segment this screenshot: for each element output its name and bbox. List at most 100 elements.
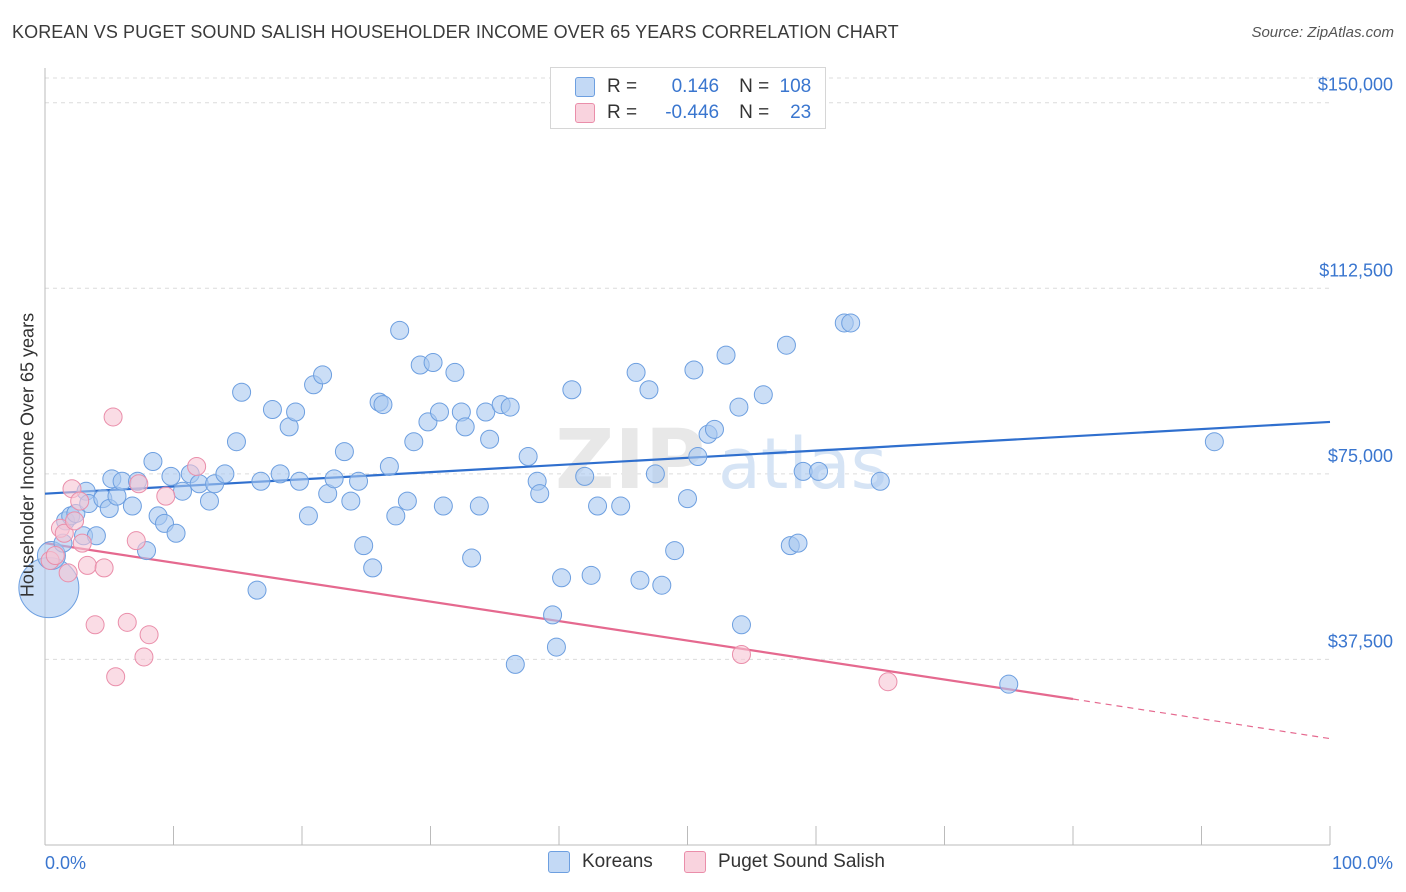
axes: [44, 68, 1331, 846]
korean-point: [480, 429, 500, 449]
korean-point: [1204, 432, 1224, 452]
korean-point: [334, 442, 354, 462]
y-tick-label: $112,500: [1319, 260, 1393, 280]
salish-point: [65, 511, 85, 531]
korean-point: [386, 506, 406, 526]
korean-point: [665, 541, 685, 561]
korean-point: [581, 565, 601, 585]
korean-point: [166, 523, 186, 543]
r-label: R =: [607, 102, 638, 123]
salish-point: [134, 647, 154, 667]
korean-point: [543, 605, 563, 625]
korean-point: [161, 466, 181, 486]
korean-point: [286, 402, 306, 422]
korean-point: [324, 469, 344, 489]
legend-item-salish: Puget Sound Salish: [684, 851, 885, 873]
korean-point: [476, 402, 496, 422]
korean-point: [776, 335, 796, 355]
y-tick-label: $37,500: [1328, 631, 1393, 651]
korean-point: [841, 313, 861, 333]
salish-point: [58, 563, 78, 583]
korean-point: [546, 637, 566, 657]
korean-point: [870, 471, 890, 491]
korean-point: [731, 615, 751, 635]
korean-point: [215, 464, 235, 484]
salish-point: [106, 667, 126, 687]
korean-point: [455, 417, 475, 437]
n-label: N =: [739, 76, 770, 97]
korean-point: [251, 471, 271, 491]
x-tick-labels: 0.0% 100.0%: [45, 853, 1393, 873]
salish-point: [731, 644, 751, 664]
legend-row-salish: R = -0.446 N = 23: [575, 101, 811, 125]
korean-point: [684, 360, 704, 380]
korean-point: [270, 464, 290, 484]
korean-point: [298, 506, 318, 526]
korean-point: [809, 461, 829, 481]
korean-point: [588, 496, 608, 516]
korean-point: [704, 419, 724, 439]
korean-point: [462, 548, 482, 568]
korean-point: [172, 481, 192, 501]
salish-point: [117, 612, 137, 632]
korean-point: [262, 400, 282, 420]
legend-row-koreans: R = 0.146 N = 108: [575, 75, 811, 99]
korean-point: [143, 452, 163, 471]
korean-point: [505, 654, 525, 674]
y-tick-labels: $37,500 $75,000 $112,500 $150,000: [1318, 75, 1393, 652]
korean-point: [678, 489, 697, 509]
salish-point: [54, 523, 74, 543]
korean-point: [313, 365, 333, 385]
salish-point: [77, 555, 97, 575]
korean-point: [247, 580, 267, 600]
korean-point: [500, 397, 520, 417]
korean-point: [518, 447, 538, 467]
salish-point: [129, 474, 149, 494]
korean-point: [390, 320, 410, 340]
korean-point: [788, 533, 808, 553]
korean-point: [226, 432, 246, 452]
salish-point: [187, 456, 207, 476]
chart-title: KOREAN VS PUGET SOUND SALISH HOUSEHOLDER…: [12, 22, 899, 42]
y-tick-label: $75,000: [1328, 446, 1393, 466]
korean-point: [630, 570, 650, 590]
korean-point: [232, 382, 252, 402]
koreans-swatch: [575, 77, 595, 97]
legend-item-koreans: Koreans: [548, 851, 653, 873]
korean-point: [199, 491, 219, 511]
r-label: R =: [607, 76, 638, 97]
salish-point: [45, 546, 65, 566]
koreans-legend-label: Koreans: [582, 851, 653, 872]
korean-point: [363, 558, 383, 578]
n-value: 108: [779, 76, 812, 97]
korean-point: [122, 496, 142, 516]
korean-point: [611, 496, 631, 516]
salish-point: [94, 558, 114, 578]
salish-trend-extension: [1072, 698, 1331, 740]
koreans-legend-swatch: [548, 851, 570, 873]
korean-point: [433, 496, 453, 516]
salish-point: [70, 491, 90, 511]
korean-point: [999, 674, 1019, 694]
korean-point: [289, 471, 309, 491]
salish-legend-label: Puget Sound Salish: [718, 851, 885, 872]
r-value: 0.146: [671, 76, 720, 97]
korean-point: [423, 353, 443, 373]
y-axis-label: Householder Income Over 65 years: [17, 312, 38, 598]
x-tick-label: 0.0%: [45, 853, 86, 873]
salish-legend-swatch: [684, 851, 706, 873]
korean-point: [575, 466, 595, 486]
korean-point: [639, 380, 659, 400]
data-points: [18, 313, 1224, 694]
korean-point: [404, 432, 424, 452]
salish-point: [85, 615, 105, 635]
korean-point: [429, 402, 449, 422]
salish-point: [72, 533, 92, 553]
y-tick-label: $150,000: [1318, 75, 1393, 95]
korean-point: [379, 456, 399, 476]
korean-point: [469, 496, 489, 516]
source-label: Source: ZipAtlas.com: [1251, 24, 1394, 41]
korean-point: [716, 345, 736, 365]
korean-point: [530, 484, 550, 504]
